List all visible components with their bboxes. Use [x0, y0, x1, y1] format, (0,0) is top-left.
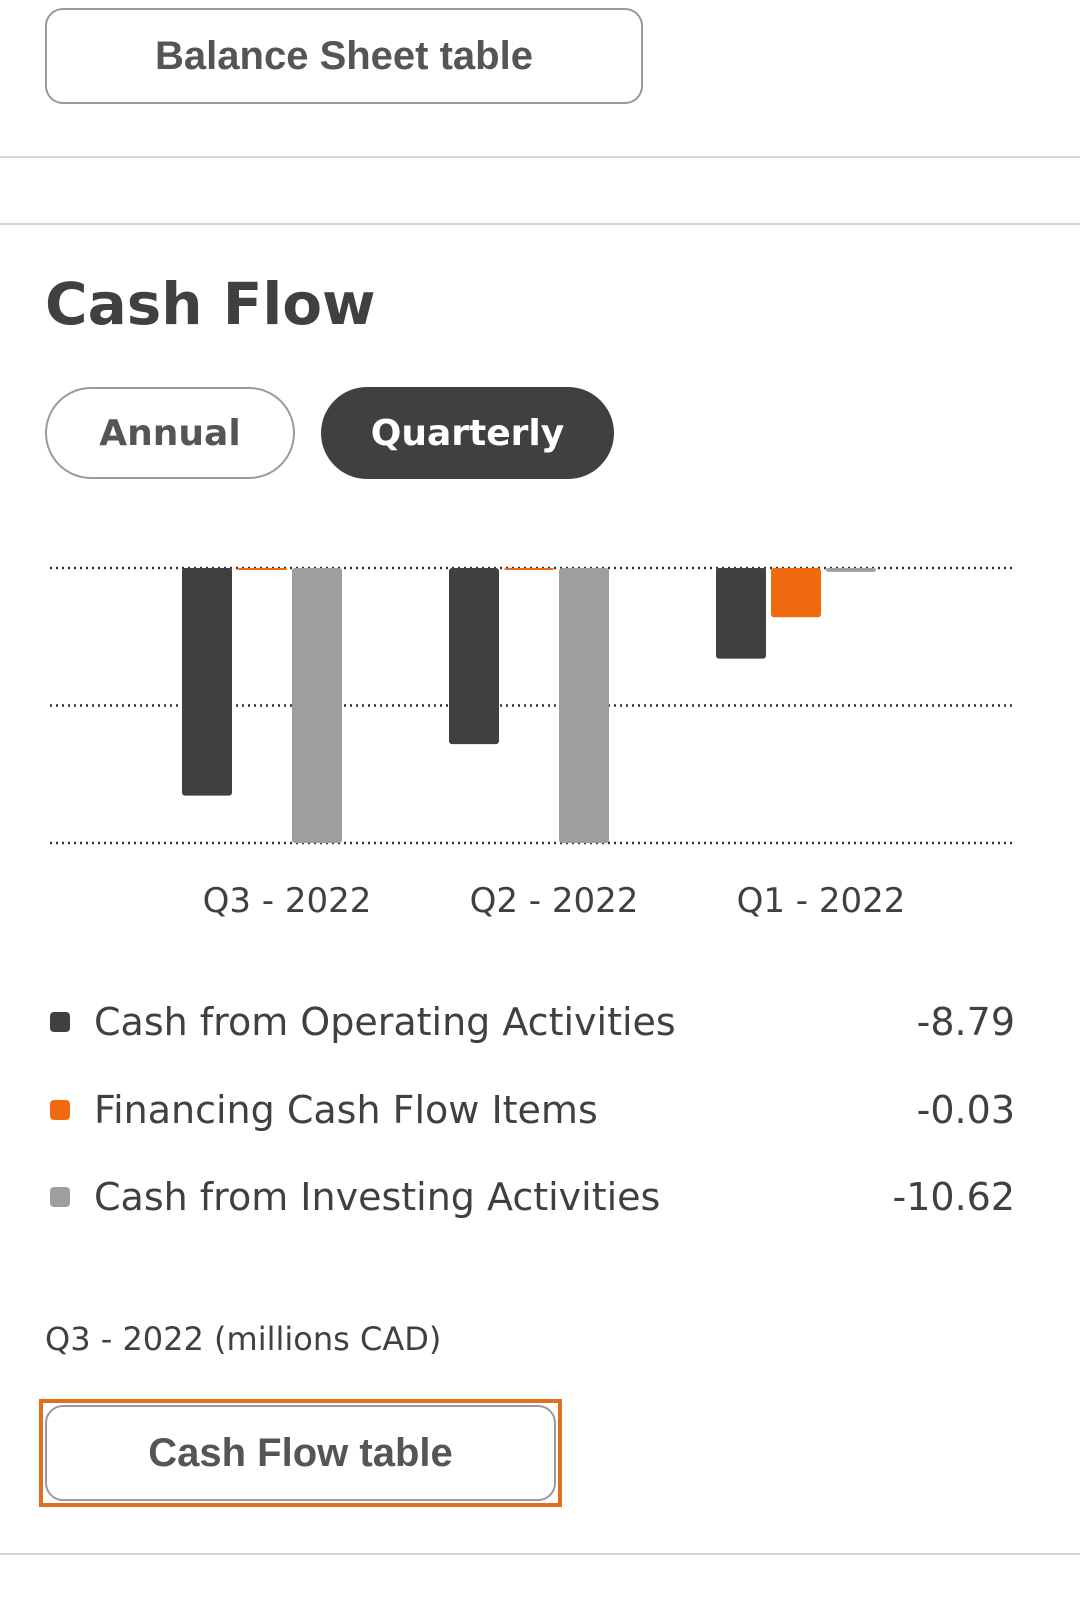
- divider: [0, 1553, 1080, 1555]
- bar-q2-2022-2[interactable]: [559, 568, 609, 843]
- toggle-annual[interactable]: Annual: [45, 387, 295, 479]
- divider: [0, 223, 1080, 225]
- bar-q1-2022-0[interactable]: [716, 568, 766, 659]
- x-tick-label: Q3 - 2022: [203, 881, 372, 921]
- legend-swatch-financing: [50, 1100, 70, 1120]
- legend-label: Financing Cash Flow Items: [94, 1088, 598, 1132]
- bar-q2-2022-1[interactable]: [504, 568, 554, 570]
- toggle-quarterly[interactable]: Quarterly: [321, 387, 614, 479]
- bar-q2-2022-0[interactable]: [449, 568, 499, 745]
- cash-flow-chart: Q3 - 2022 Q2 - 2022 Q1 - 2022: [50, 566, 1012, 921]
- cash-flow-table-button[interactable]: Cash Flow table: [45, 1405, 556, 1501]
- balance-sheet-table-button[interactable]: Balance Sheet table: [45, 8, 643, 104]
- legend-label: Cash from Investing Activities: [94, 1175, 661, 1219]
- legend-label: Cash from Operating Activities: [94, 1000, 676, 1044]
- bar-q3-2022-2[interactable]: [292, 568, 342, 843]
- legend-swatch-investing: [50, 1187, 70, 1207]
- bar-q1-2022-1[interactable]: [771, 568, 821, 618]
- focus-ring: [39, 1399, 562, 1507]
- legend-swatch-operating: [50, 1012, 70, 1032]
- legend-value: -10.62: [892, 1175, 1016, 1219]
- bar-q1-2022-2[interactable]: [826, 568, 876, 572]
- bar-q3-2022-1[interactable]: [237, 568, 287, 570]
- bar-q3-2022-0[interactable]: [182, 568, 232, 796]
- divider: [0, 156, 1080, 158]
- x-tick-label: Q2 - 2022: [470, 881, 639, 921]
- section-title: Cash Flow: [45, 270, 376, 338]
- legend-item-investing: Cash from Investing Activities -10.62: [45, 1167, 1015, 1227]
- legend-item-financing: Financing Cash Flow Items -0.03: [45, 1080, 1015, 1140]
- legend-item-operating: Cash from Operating Activities -8.79: [45, 992, 1015, 1052]
- period-note: Q3 - 2022 (millions CAD): [45, 1320, 442, 1358]
- legend-value: -0.03: [916, 1088, 1015, 1132]
- legend-value: -8.79: [916, 1000, 1015, 1044]
- x-tick-label: Q1 - 2022: [737, 881, 906, 921]
